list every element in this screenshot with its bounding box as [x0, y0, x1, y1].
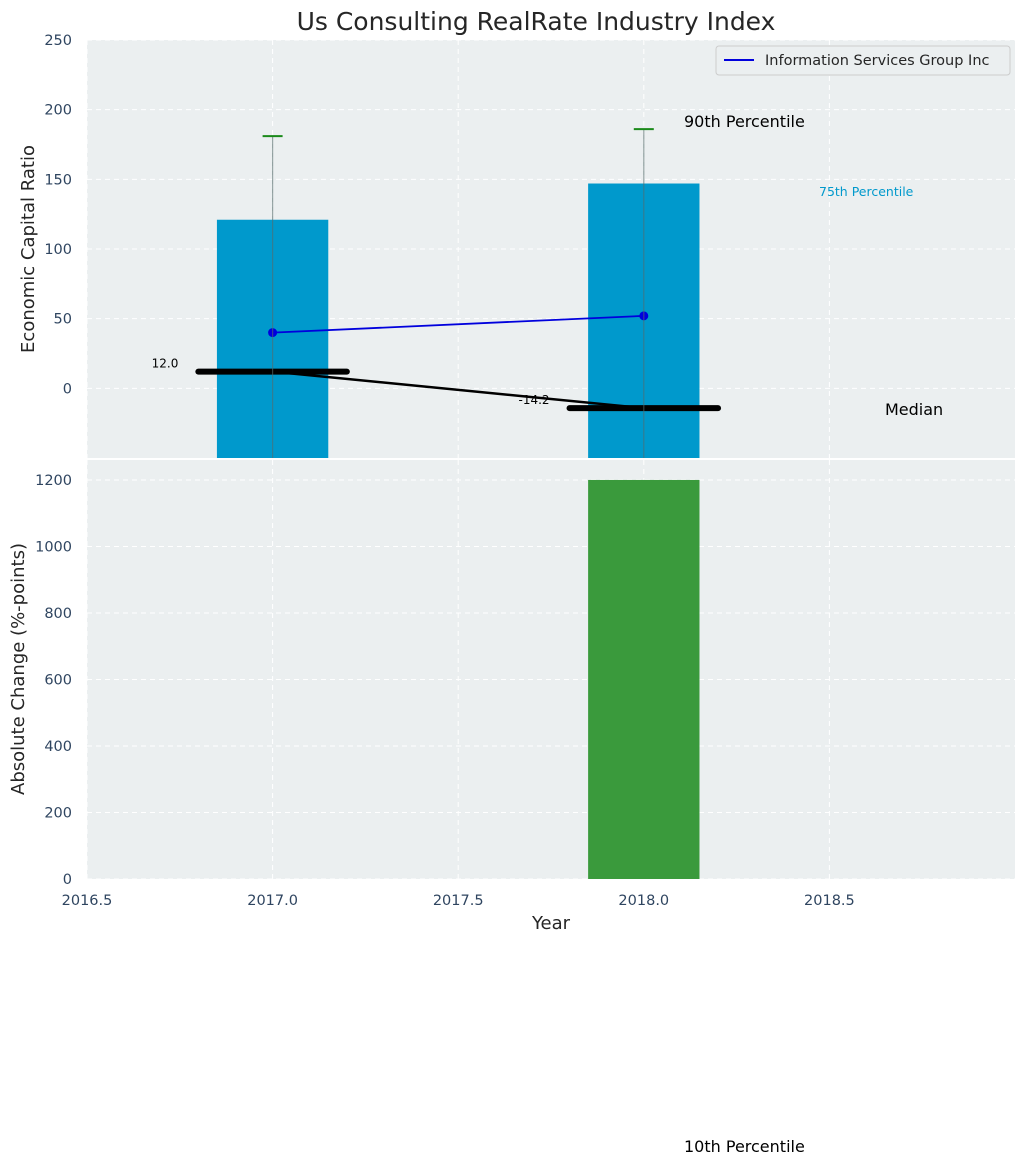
bottom-plot-background	[87, 460, 1015, 879]
top-y-tick-label: 150	[44, 172, 72, 188]
bottom-y-tick-label: 600	[44, 672, 72, 688]
bottom-y-tick-label: 1200	[35, 473, 72, 489]
x-tick-label: 2017.5	[433, 893, 484, 909]
bottom-y-axis-label: Absolute Change (%-points)	[8, 543, 29, 795]
top-y-tick-label: 200	[44, 103, 72, 119]
median-value-label: 12.0	[152, 357, 179, 371]
x-ticks: 2016.5 2017.0 2017.5 2018.0 2018.5	[62, 893, 855, 909]
top-y-ticks: 0 50 100 150 200 250	[44, 33, 72, 397]
absolute-change-bar	[588, 479, 700, 879]
x-tick-label: 2017.0	[247, 893, 298, 909]
top-y-axis-label: Economic Capital Ratio	[18, 145, 39, 353]
chart-title: Us Consulting RealRate Industry Index	[297, 7, 776, 36]
bottom-grid	[86, 460, 1015, 880]
top-error-bars	[262, 128, 654, 458]
top-y-tick-label: 50	[54, 312, 72, 328]
median-line	[272, 370, 644, 410]
x-tick-label: 2016.5	[62, 893, 113, 909]
annotation-10th-percentile: 10th Percentile	[684, 1137, 805, 1156]
bottom-bars	[588, 479, 700, 879]
top-y-tick-label: 250	[44, 33, 72, 49]
legend-entry-label: Information Services Group Inc	[765, 53, 990, 69]
x-tick-label: 2018.0	[618, 893, 669, 909]
annotation-75th-percentile: 75th Percentile	[819, 184, 914, 199]
top-y-tick-label: 0	[63, 381, 72, 397]
x-axis-label: Year	[531, 913, 571, 934]
bottom-y-tick-label: 800	[44, 606, 72, 622]
bottom-y-tick-label: 0	[63, 872, 72, 888]
annotation-90th-percentile: 90th Percentile	[684, 112, 805, 131]
x-tick-label: 2018.5	[804, 893, 855, 909]
bottom-y-ticks: 0 200 400 600 800 1000 1200	[35, 473, 72, 888]
median-value-label: -14.2	[518, 393, 549, 407]
legend: Information Services Group Inc	[715, 45, 1011, 76]
bottom-y-tick-label: 200	[44, 805, 72, 821]
legend-frame	[715, 45, 1011, 76]
company-series-line	[272, 314, 644, 334]
annotation-median: Median	[885, 400, 943, 419]
bottom-y-tick-label: 1000	[35, 539, 72, 555]
bottom-y-tick-label: 400	[44, 739, 72, 755]
top-y-tick-label: 100	[44, 242, 72, 258]
